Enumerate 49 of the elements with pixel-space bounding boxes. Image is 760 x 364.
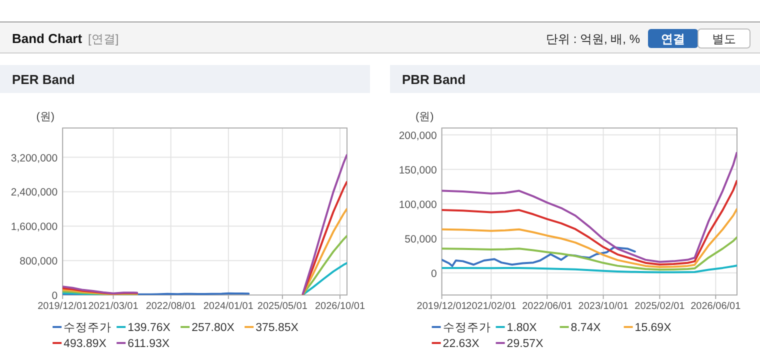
line-series: [442, 246, 636, 268]
y-axis-title: (원): [415, 111, 434, 123]
y-tick-label: 150,000: [398, 164, 437, 176]
chart-title: PBR Band: [402, 72, 466, 87]
x-tick-label: 2019/12/01: [416, 301, 468, 312]
chart-title: PER Band: [12, 72, 75, 87]
line-series: [442, 152, 737, 263]
legend-label: 수정주가: [442, 322, 491, 334]
x-tick-label: 2025/02/01: [634, 301, 686, 312]
legend-label: 611.93X: [128, 338, 170, 350]
text: 연결: [661, 32, 685, 46]
legend-label: 375.85X: [256, 322, 299, 334]
y-tick-label: 200,000: [398, 130, 437, 142]
text: [연결]: [88, 32, 119, 46]
y-tick-label: 50,000: [404, 233, 437, 246]
y-tick-label: 100,000: [398, 198, 437, 211]
x-tick-label: 2019/12/01: [38, 301, 88, 312]
y-tick-label: 0: [430, 268, 437, 280]
legend-label: 15.69X: [634, 322, 672, 334]
text: 단위 : 억원, 배, %: [546, 32, 640, 46]
x-tick-label: 2021/03/01: [88, 301, 139, 312]
y-axis-title: (원): [36, 111, 55, 123]
x-tick-label: 2024/01/01: [203, 301, 254, 312]
legend-label: 139.76X: [128, 322, 171, 334]
x-tick-label: 2025/05/01: [257, 301, 308, 312]
y-tick-label: 1,600,000: [10, 221, 58, 234]
legend-label: 수정주가: [64, 322, 112, 334]
y-tick-label: 2,400,000: [10, 186, 58, 199]
legend-label: 493.89X: [64, 338, 107, 350]
legend-label: 257.80X: [192, 322, 235, 334]
line-series: [442, 208, 737, 268]
text: Band Chart: [12, 31, 83, 46]
x-tick-label: 2021/02/01: [466, 301, 517, 312]
line-series: [442, 264, 737, 274]
x-tick-label: 2026/06/01: [690, 301, 742, 312]
legend-label: 29.57X: [506, 338, 544, 350]
legend-label: 22.63X: [442, 338, 480, 350]
y-tick-label: 3,200,000: [10, 152, 58, 164]
x-tick-label: 2022/06/01: [522, 301, 573, 312]
text: 별도: [712, 32, 736, 46]
y-tick-label: 800,000: [20, 256, 58, 268]
x-tick-label: 2023/10/01: [578, 301, 629, 312]
y-tick-label: 0: [52, 290, 58, 302]
legend-label: 8.74X: [570, 322, 602, 334]
line-series: [442, 236, 737, 271]
x-tick-label: 2026/10/01: [314, 301, 366, 312]
x-tick-label: 2022/08/01: [146, 301, 196, 312]
line-series: [442, 180, 737, 266]
legend-label: 1.80X: [506, 322, 538, 334]
